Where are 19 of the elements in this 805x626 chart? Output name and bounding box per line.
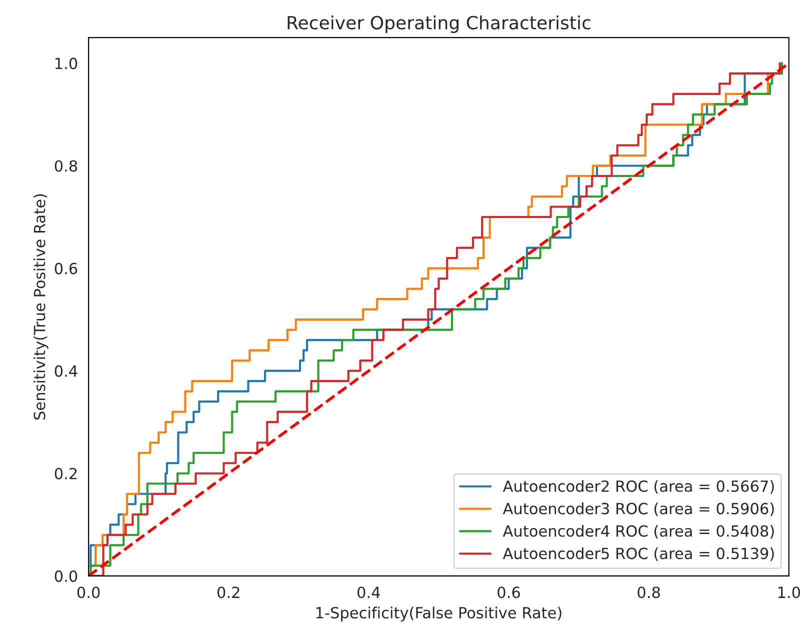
x-tick-label: 0.6: [498, 586, 520, 598]
y-tick-label: 0.6: [54, 262, 78, 274]
y-tick-label: 1.0: [56, 58, 78, 70]
x-tick-label: 1.0: [778, 586, 800, 598]
y-tick-label: 0.2: [54, 468, 77, 480]
y-axis-title: Sensitivity(True Positive Rate): [33, 194, 48, 420]
y-tick-label: 0.0: [54, 570, 78, 582]
x-tick-label: 0.8: [638, 586, 660, 598]
chart-title: Receiver Operating Characteristic: [288, 16, 590, 33]
x-tick-label: 0.2: [217, 586, 240, 598]
legend-label: Autoencoder3 ROC (area = 0.5906): [502, 502, 774, 516]
x-axis-title: 1-Specificity(False Positive Rate): [316, 606, 562, 622]
x-tick-label: 0.4: [358, 586, 380, 598]
legend-label: Autoencoder5 ROC (area = 0.5139): [502, 547, 774, 562]
y-tick-label: 0.4: [54, 365, 78, 377]
x-tick-label: 0.0: [77, 586, 100, 598]
y-tick-label: 0.8: [54, 160, 78, 172]
legend-label: Autoencoder2 ROC (area = 0.5667): [502, 480, 774, 494]
legend-label: Autoencoder4 ROC (area = 0.5408): [502, 524, 774, 539]
